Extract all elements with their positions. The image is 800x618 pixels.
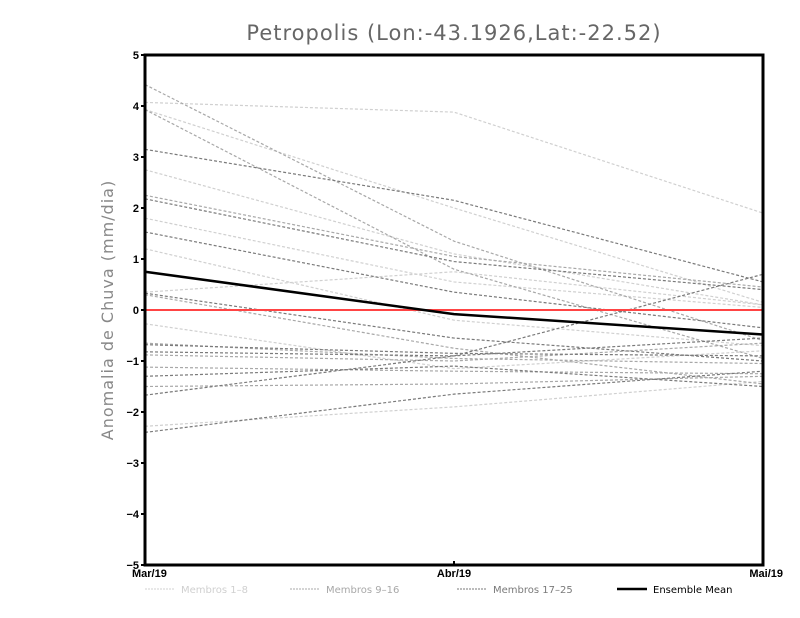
member-line-19 xyxy=(144,231,764,329)
member-line-13 xyxy=(144,342,764,362)
member-line-10 xyxy=(144,109,764,360)
y-tick-label: −1 xyxy=(126,356,139,368)
member-line-23 xyxy=(144,365,764,388)
member-line-20 xyxy=(144,292,764,362)
x-tick-label: Abr/19 xyxy=(437,568,471,580)
member-line-17 xyxy=(144,148,764,283)
y-tick-label: −5 xyxy=(126,560,139,572)
y-axis-label: Anomalia de Chuva (mm/dia) xyxy=(98,180,117,440)
y-tick-label: 2 xyxy=(133,203,139,215)
y-tick-label: 1 xyxy=(133,254,139,266)
member-line-9 xyxy=(144,84,764,342)
member-line-18 xyxy=(144,198,764,291)
x-tick-label: Mar/19 xyxy=(132,568,167,580)
chart-title: Petropolis (Lon:-43.1926,Lat:-22.52) xyxy=(246,21,661,45)
y-tick-label: −2 xyxy=(126,407,139,419)
member-line-11 xyxy=(144,194,764,288)
member-line-1 xyxy=(144,101,764,214)
member-lines xyxy=(144,84,764,433)
ensemble-mean-line xyxy=(144,270,764,336)
y-tick-label: 5 xyxy=(133,50,139,62)
legend: Membros 1–8 Membros 9–16 Membros 17–25 Ense… xyxy=(145,585,732,596)
legend-label-mean: Ensemble Mean xyxy=(653,585,732,596)
member-line-25 xyxy=(144,370,764,433)
y-tick-label: −4 xyxy=(126,509,139,521)
member-line-22 xyxy=(144,273,764,357)
legend-label-3: Membros 17–25 xyxy=(493,585,573,596)
member-line-24 xyxy=(144,337,764,396)
y-ticks: 5 4 3 2 1 0 −1 −2 −3 −4 −5 xyxy=(126,50,145,572)
member-line-14 xyxy=(144,366,764,375)
member-line-7 xyxy=(144,323,764,370)
y-tick-label: 0 xyxy=(133,305,139,317)
member-line-6 xyxy=(144,271,764,306)
member-line-21 xyxy=(144,344,764,357)
member-line-4 xyxy=(144,217,764,309)
member-line-3 xyxy=(144,169,764,306)
member-line-5 xyxy=(144,248,764,347)
y-tick-label: −3 xyxy=(126,458,139,470)
member-line-16 xyxy=(144,294,764,385)
y-tick-label: 3 xyxy=(133,152,139,164)
y-tick-label: 4 xyxy=(133,101,140,113)
member-line-12 xyxy=(144,342,764,365)
legend-label-2: Membros 9–16 xyxy=(326,585,399,596)
member-line-2 xyxy=(144,108,764,303)
legend-label-1: Membros 1–8 xyxy=(181,585,248,596)
x-ticks: Mar/19 Abr/19 Mai/19 xyxy=(132,561,783,580)
x-tick-label: Mai/19 xyxy=(749,568,783,580)
member-line-15 xyxy=(144,375,764,388)
member-line-8 xyxy=(144,380,764,427)
